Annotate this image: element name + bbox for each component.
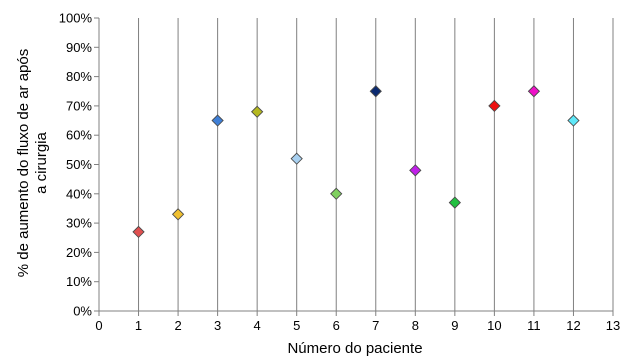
data-point-diamond (369, 85, 382, 98)
y-tick-label: 60% (66, 128, 92, 143)
y-tick-label: 20% (66, 245, 92, 260)
x-tick-label: 4 (254, 318, 261, 333)
y-axis-title: % de aumento do fluxo de ar após a cirur… (15, 49, 50, 278)
y-tick-label: 100% (59, 11, 93, 26)
data-point-diamond (290, 152, 303, 165)
data-point-diamond (211, 114, 224, 127)
y-tick-label: 50% (66, 157, 92, 172)
data-point-diamond (132, 225, 145, 239)
x-tick-label: 8 (412, 318, 419, 333)
x-tick-label: 11 (527, 318, 541, 333)
x-tick-label: 6 (333, 318, 340, 333)
data-points (132, 85, 580, 239)
y-tick-label: 10% (66, 274, 92, 289)
data-point-diamond (171, 208, 185, 221)
data-point-diamond (448, 196, 461, 209)
x-tick-label: 7 (372, 318, 379, 333)
x-tick-label: 10 (487, 318, 501, 333)
x-tick-label: 9 (451, 318, 458, 333)
x-tick-label: 12 (566, 318, 580, 333)
y-axis-title-line-2: a cirurgia (33, 132, 50, 194)
y-axis-title-line-1: % de aumento do fluxo de ar após (15, 49, 32, 278)
gridlines (138, 18, 614, 311)
y-tick-label: 80% (66, 69, 92, 84)
y-tick-label: 40% (66, 186, 92, 201)
y-tick-labels: 0% 10% 20% 30% 40% 50% 60% 70% 80% 90% 100% (59, 11, 99, 319)
x-tick-label: 13 (606, 318, 620, 333)
data-point-diamond (251, 105, 264, 118)
data-point-diamond (409, 164, 422, 177)
data-point-diamond (527, 85, 541, 98)
x-axis-title: Número do paciente (287, 340, 422, 357)
y-tick-label: 0% (73, 304, 92, 319)
x-tick-label: 1 (135, 318, 142, 333)
x-tick-label: 5 (293, 318, 300, 333)
x-tick-labels: 0 1 2 3 4 5 6 7 8 9 10 11 12 13 (95, 311, 620, 333)
y-tick-label: 70% (66, 98, 92, 113)
data-point-diamond (330, 187, 343, 200)
data-point-diamond (567, 114, 580, 127)
x-tick-label: 2 (174, 318, 181, 333)
x-tick-label: 0 (95, 318, 102, 333)
axes (94, 18, 613, 316)
data-point-diamond (488, 99, 501, 113)
y-tick-label: 30% (66, 216, 92, 231)
y-tick-label: 90% (66, 40, 92, 55)
x-tick-label: 3 (214, 318, 221, 333)
